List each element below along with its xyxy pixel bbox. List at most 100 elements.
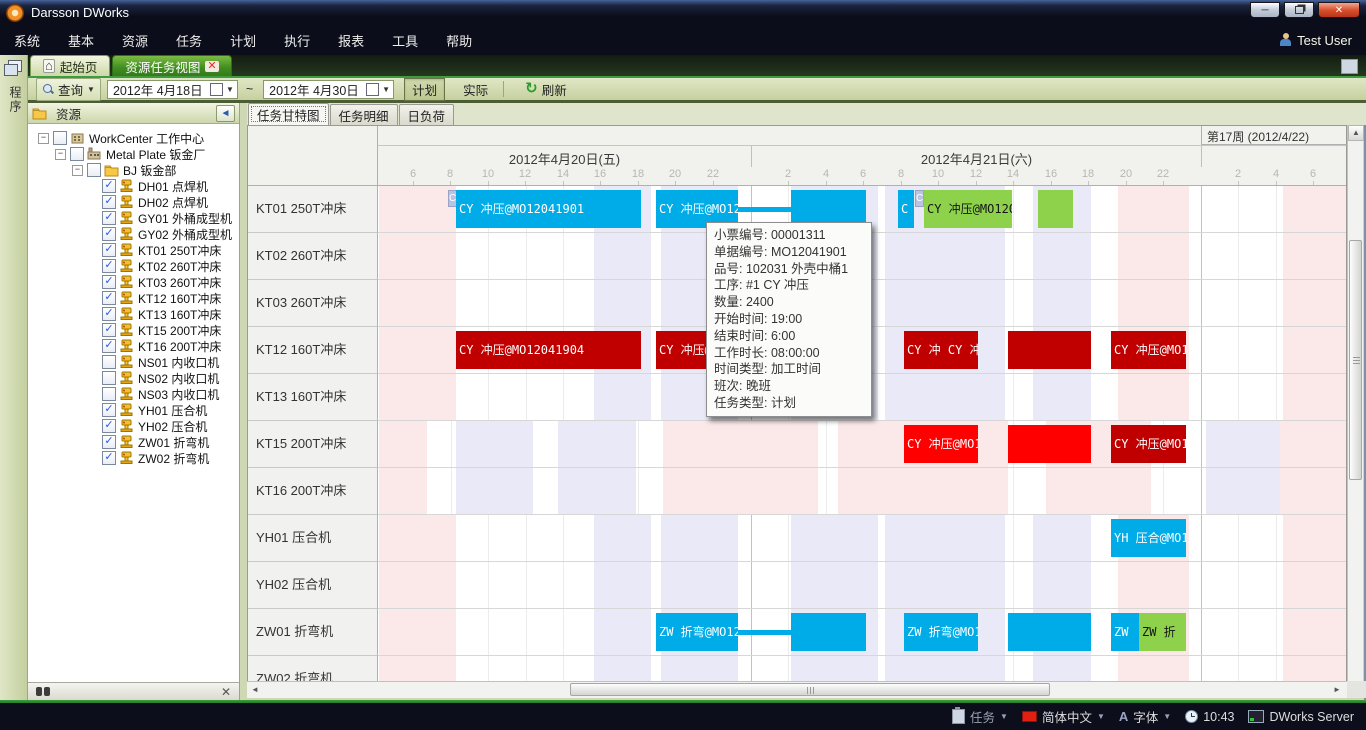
checkbox[interactable]: ✓ [102,435,116,449]
task-bar[interactable] [1008,613,1091,651]
menu-item-0[interactable]: 系统 [14,33,41,49]
checkbox[interactable]: ✓ [102,227,116,241]
tree-item-kt03[interactable]: ✓ KT03 260T冲床 [28,274,239,290]
vertical-scrollbar[interactable]: ▲ ▼ [1347,125,1364,698]
task-bar[interactable]: ZW 折弯@MO12041901 [904,613,978,651]
view-tab-1[interactable]: 任务明细 [329,104,398,125]
tree-item-yh01[interactable]: ✓ YH01 压合机 [28,402,239,418]
status-language-menu[interactable]: 简体中文 ▼ [1021,707,1105,726]
docked-panel-strip[interactable]: 程序 [0,55,28,700]
task-bar[interactable] [791,190,866,228]
status-font-menu[interactable]: A 字体 ▼ [1119,707,1171,726]
panel-position-icon[interactable] [1341,59,1358,74]
chevron-down-icon[interactable]: ▼ [225,84,234,94]
task-bar[interactable] [1038,190,1073,228]
status-server[interactable]: DWorks Server [1248,710,1354,724]
view-tab-2[interactable]: 日负荷 [398,104,455,125]
checkbox[interactable] [102,371,116,385]
docked-panel-label[interactable]: 程序 [8,86,22,114]
tree-item-dh02[interactable]: ✓ DH02 点焊机 [28,194,239,210]
expand-toggle[interactable]: − [55,148,66,160]
task-tag[interactable]: C [915,190,924,207]
find-icon[interactable] [36,686,50,697]
checkbox[interactable]: ✓ [102,179,116,193]
task-bar[interactable]: CY 冲压@MO1 [1111,425,1186,463]
task-bar[interactable]: CY 冲 CY 冲压@MO12041904 [904,331,978,369]
tree-item-kt16[interactable]: ✓ KT16 200T冲床 [28,338,239,354]
tree-item-kt02[interactable]: ✓ KT02 260T冲床 [28,258,239,274]
checkbox[interactable]: ✓ [102,339,116,353]
scroll-right-button[interactable]: ► [1333,685,1341,694]
tree-item-kt01[interactable]: ✓ KT01 250T冲床 [28,242,239,258]
menu-item-3[interactable]: 任务 [176,33,203,49]
tree-item-ns02[interactable]: NS02 内收口机 [28,370,239,386]
tree-item-metal[interactable]: − Metal Plate 钣金厂 [28,146,239,162]
task-bar[interactable]: CY 冲压@MO12041903 [904,425,978,463]
tree-item-bj[interactable]: − BJ 钣金部 [28,162,239,178]
task-bar[interactable] [791,613,866,651]
plan-toggle-button[interactable]: 计划 [404,77,446,101]
menu-item-1[interactable]: 基本 [68,33,95,49]
task-bar[interactable] [1008,331,1091,369]
checkbox[interactable]: ✓ [102,307,116,321]
tree-item-workcenter[interactable]: − WorkCenter 工作中心 [28,130,239,146]
menu-item-7[interactable]: 工具 [392,33,419,49]
scroll-left-button[interactable]: ◄ [251,685,259,694]
refresh-button[interactable]: ↻ 刷新 [519,78,573,101]
checkbox[interactable] [53,131,67,145]
expand-toggle[interactable]: − [72,164,83,176]
checkbox[interactable]: ✓ [102,403,116,417]
actual-toggle-button[interactable]: 实际 [455,78,496,101]
tree-item-kt13[interactable]: ✓ KT13 160T冲床 [28,306,239,322]
vertical-scroll-thumb[interactable] [1349,240,1362,480]
checkbox[interactable]: ✓ [102,323,116,337]
checkbox[interactable]: ✓ [102,419,116,433]
task-bar[interactable]: C [898,190,914,228]
task-bar[interactable]: ZW [1111,613,1139,651]
checkbox[interactable]: ✓ [102,195,116,209]
chevron-down-icon[interactable]: ▼ [382,84,391,94]
task-bar[interactable]: CY 冲压@MO1 [1111,331,1186,369]
task-bar[interactable]: CY 冲压@MO12041904 [456,331,641,369]
menu-item-4[interactable]: 计划 [230,33,257,49]
menu-item-6[interactable]: 报表 [338,33,365,49]
task-bar[interactable]: CY 冲压@MO12041901 [456,190,641,228]
horizontal-scrollbar[interactable]: ◄ ► [247,681,1347,698]
stacked-windows-icon[interactable] [4,60,22,76]
tree-item-kt15[interactable]: ✓ KT15 200T冲床 [28,322,239,338]
tree-item-gy01[interactable]: ✓ GY01 外桶成型机 [28,210,239,226]
tree-item-ns01[interactable]: NS01 内收口机 [28,354,239,370]
collapse-panel-button[interactable]: ◄ [216,104,235,122]
date-to-field[interactable]: 2012年 4月30日 ▼ [263,79,395,99]
tree-item-zw01[interactable]: ✓ ZW01 折弯机 [28,434,239,450]
checkbox[interactable]: ✓ [102,259,116,273]
tree-item-gy02[interactable]: ✓ GY02 外桶成型机 [28,226,239,242]
task-bar[interactable] [1008,425,1091,463]
close-icon[interactable]: ✕ [220,684,231,699]
tree-item-kt12[interactable]: ✓ KT12 160T冲床 [28,290,239,306]
task-bar[interactable]: ZW 折 [1139,613,1186,651]
scroll-up-button[interactable]: ▲ [1348,125,1364,141]
doc-tab-1[interactable]: 资源任务视图 ✕ [112,55,232,76]
horizontal-scroll-thumb[interactable] [570,683,1050,696]
panel-splitter[interactable] [240,103,247,700]
expand-toggle[interactable]: − [38,132,49,144]
status-task-menu[interactable]: 任务 ▼ [952,707,1008,726]
restore-button[interactable] [1284,2,1314,18]
tree-item-zw02[interactable]: ✓ ZW02 折弯机 [28,450,239,466]
tree-item-yh02[interactable]: ✓ YH02 压合机 [28,418,239,434]
close-button[interactable]: ✕ [1318,2,1360,18]
task-bar[interactable]: ZW 折弯@MO12041901 [656,613,738,651]
checkbox[interactable]: ✓ [102,275,116,289]
menu-item-8[interactable]: 帮助 [446,33,473,49]
checkbox[interactable] [102,355,116,369]
date-from-field[interactable]: 2012年 4月18日 ▼ [106,79,238,99]
minimize-button[interactable]: ─ [1250,2,1280,18]
task-bar[interactable]: CY 冲压@MO12041901 [656,190,738,228]
task-bar[interactable]: CY 冲压@MO12041902 [924,190,1012,228]
menu-item-5[interactable]: 执行 [284,33,311,49]
checkbox[interactable]: ✓ [102,451,116,465]
user-box[interactable]: Test User [1279,25,1352,55]
checkbox[interactable]: ✓ [102,211,116,225]
query-button[interactable]: 查询 ▼ [36,77,101,101]
